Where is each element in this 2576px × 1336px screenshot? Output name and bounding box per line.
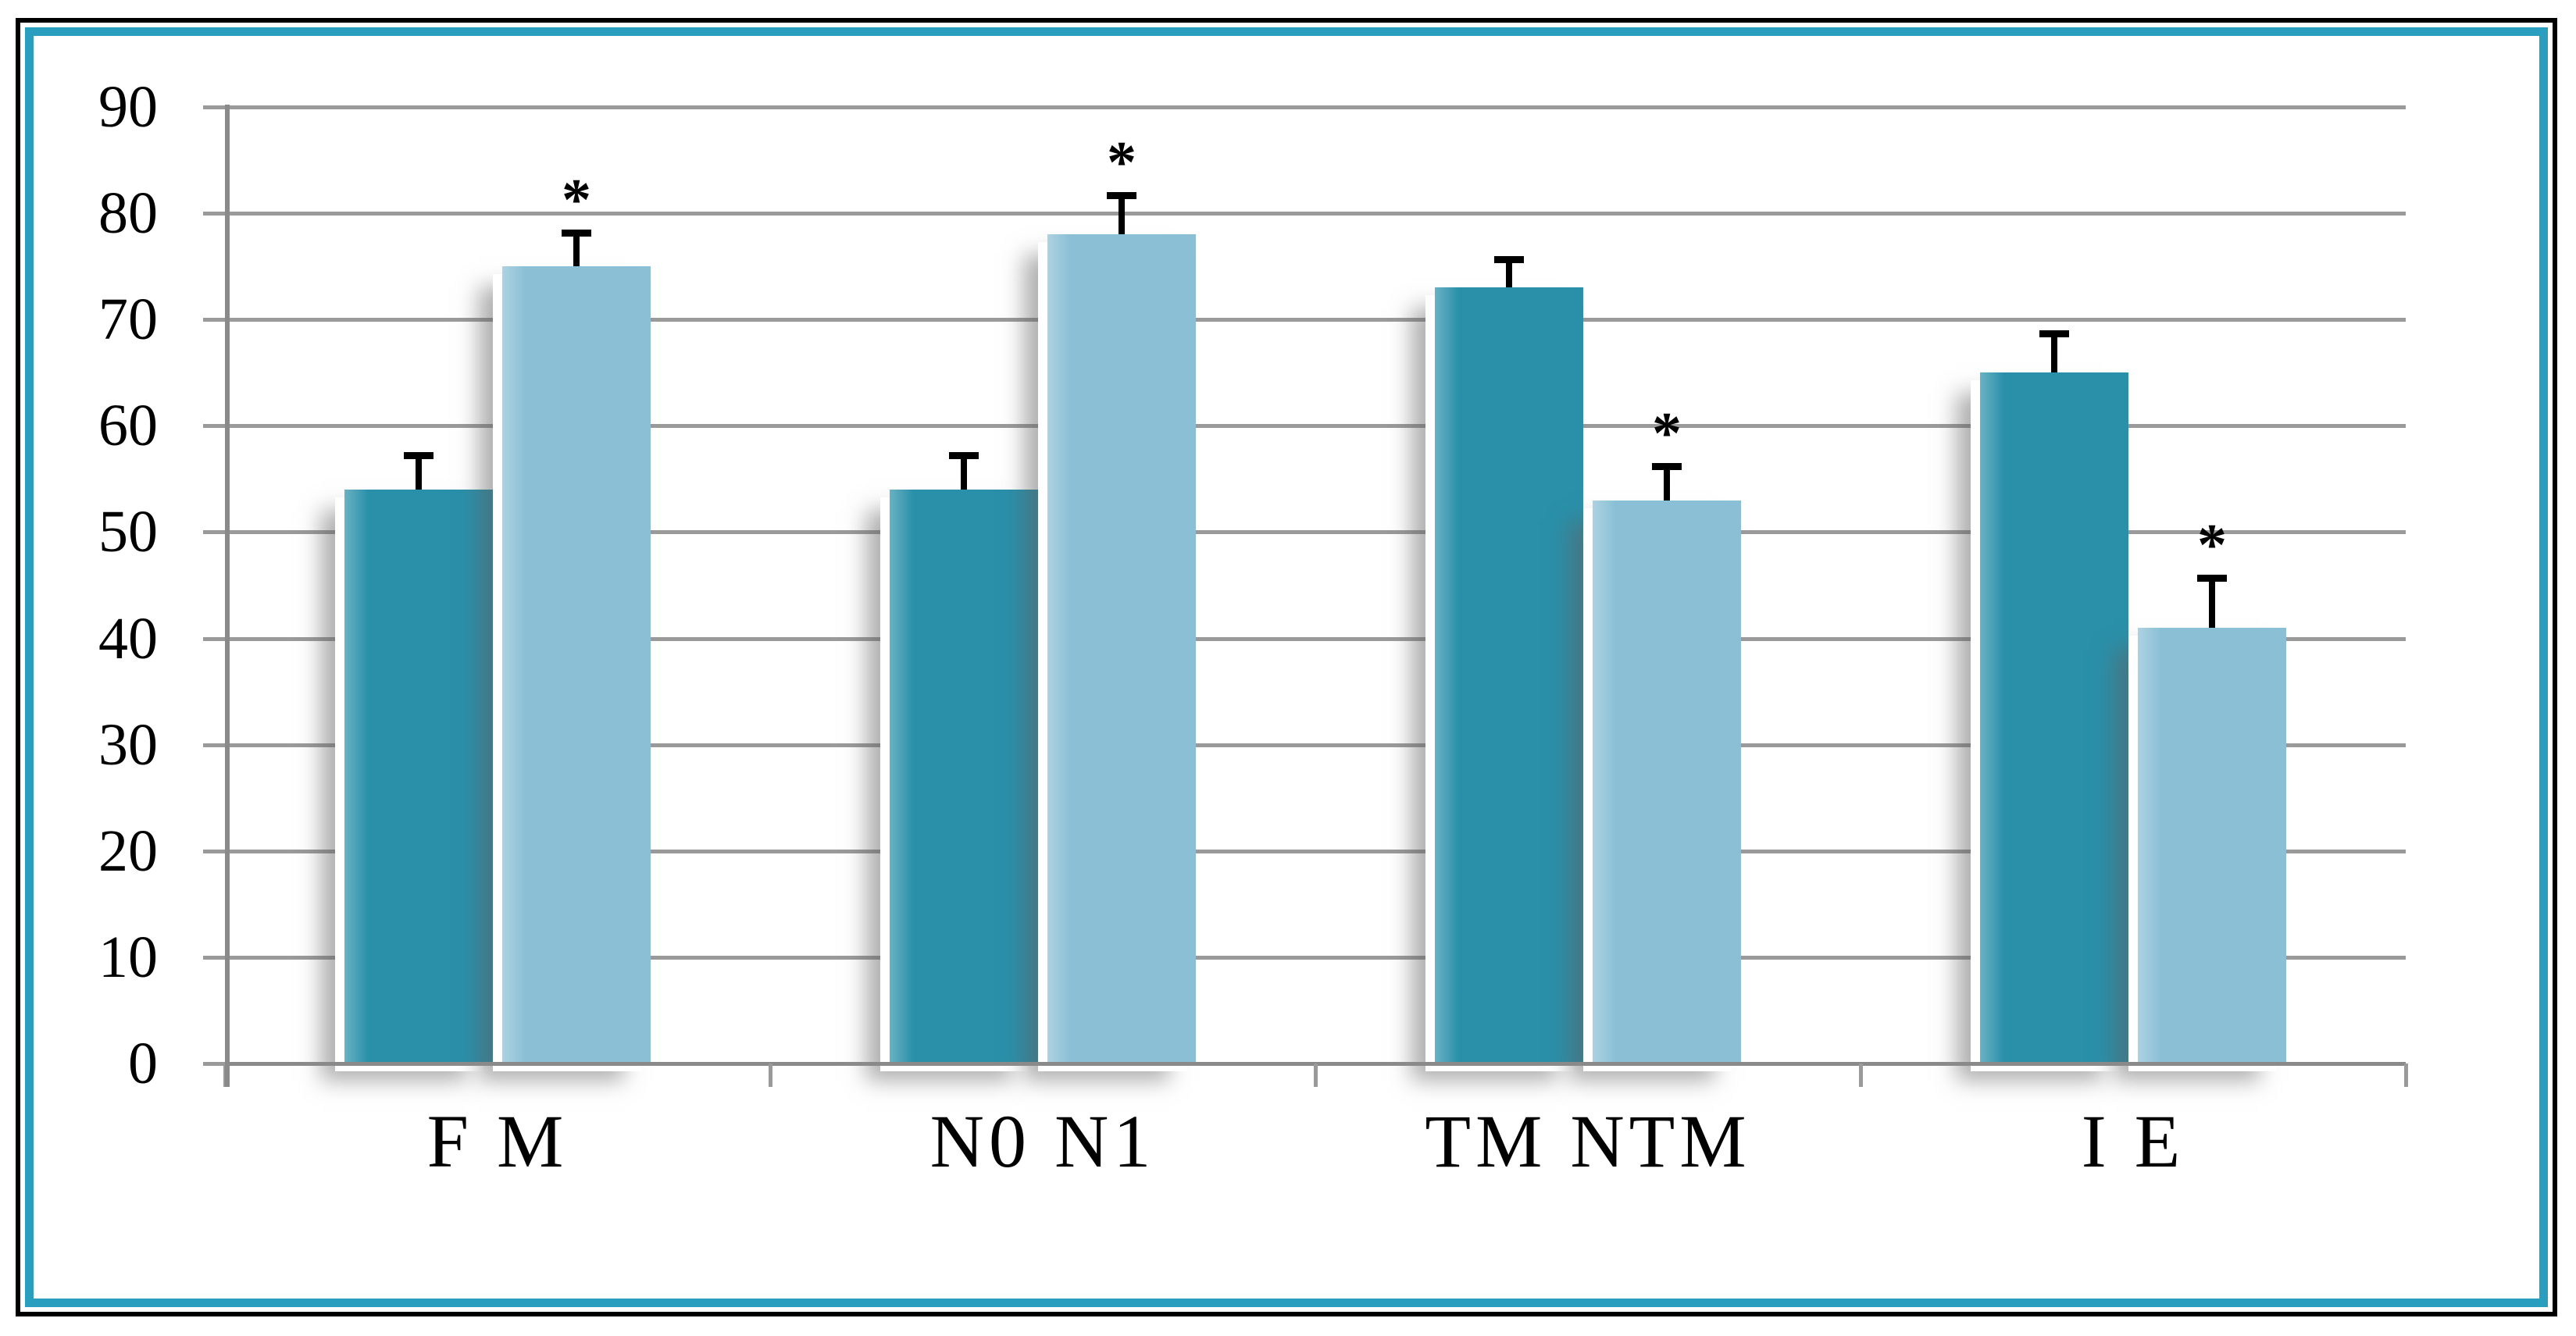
bar-NTM (1593, 500, 1741, 1063)
x-axis-boundary-tick (1314, 1063, 1318, 1087)
error-bar-stem-F (416, 452, 422, 490)
x-axis-boundary-tick (769, 1063, 772, 1087)
x-category-label: TM NTM (1425, 1099, 1751, 1183)
error-bar-cap-F (404, 452, 433, 460)
x-category-label: I E (2081, 1099, 2185, 1183)
bar-TM (1435, 287, 1583, 1063)
x-axis-boundary-tick (1859, 1063, 1863, 1087)
y-axis-tick (203, 955, 225, 960)
x-axis-boundary-tick (2404, 1063, 2408, 1087)
y-axis-line (225, 105, 230, 1087)
error-bar-stem-NTM (1664, 462, 1670, 501)
error-bar-cap-M (562, 229, 591, 237)
error-bar-stem-TM (1506, 255, 1512, 288)
y-axis-tick (203, 1062, 225, 1066)
significance-asterisk-M: * (562, 166, 591, 233)
y-tick-label: 50 (98, 499, 158, 565)
y-tick-label: 80 (98, 180, 158, 247)
y-tick-label: 40 (98, 605, 158, 672)
error-bar-stem-M (573, 229, 580, 267)
significance-asterisk-N1: * (1107, 129, 1136, 195)
y-tick-label: 10 (98, 924, 158, 990)
bar-E (2138, 627, 2286, 1063)
figure-teal-band (25, 27, 2548, 1307)
gridline (225, 955, 2406, 960)
error-bar-cap-I (2039, 330, 2069, 337)
error-bar-stem-N0 (961, 452, 967, 490)
bar-N1 (1047, 234, 1196, 1063)
y-axis-tick (203, 636, 225, 641)
y-axis-tick (203, 212, 225, 216)
bar-N0 (890, 490, 1038, 1063)
y-tick-label: 0 (128, 1031, 158, 1096)
error-bar-cap-N1 (1107, 191, 1136, 199)
gridline (225, 424, 2406, 429)
gridline (225, 318, 2406, 322)
gridline (225, 849, 2406, 853)
y-tick-label: 60 (98, 393, 158, 459)
y-axis-tick (203, 530, 225, 535)
error-bar-cap-NTM (1652, 462, 1682, 470)
gridline (225, 636, 2406, 641)
significance-asterisk-NTM: * (1652, 400, 1682, 466)
significance-asterisk-E: * (2197, 511, 2227, 578)
y-axis-tick (203, 743, 225, 747)
error-bar-cap-TM (1494, 255, 1524, 263)
gridline (225, 530, 2406, 535)
figure-outer-border (16, 18, 2557, 1316)
bar-M (502, 266, 651, 1063)
error-bar-cap-E (2197, 574, 2227, 582)
y-tick-label: 90 (98, 74, 158, 140)
x-category-label: F M (426, 1099, 569, 1183)
error-bar-stem-E (2209, 574, 2215, 628)
error-bar-stem-N1 (1119, 191, 1125, 235)
y-tick-label: 70 (98, 287, 158, 353)
y-axis-tick (203, 105, 225, 109)
y-axis-tick (203, 318, 225, 322)
y-axis-tick (203, 849, 225, 853)
bar-F (344, 490, 493, 1063)
x-category-label: N0 N1 (929, 1099, 1156, 1183)
y-axis-tick (203, 424, 225, 429)
bar-I (1980, 372, 2128, 1063)
gridline (225, 212, 2406, 216)
gridline (225, 105, 2406, 109)
figure-teal-border (16, 18, 2557, 1316)
error-bar-stem-I (2051, 330, 2057, 373)
y-tick-label: 30 (98, 711, 158, 778)
error-bar-cap-N0 (949, 452, 979, 460)
gridline (225, 743, 2406, 747)
y-tick-label: 20 (98, 818, 158, 884)
